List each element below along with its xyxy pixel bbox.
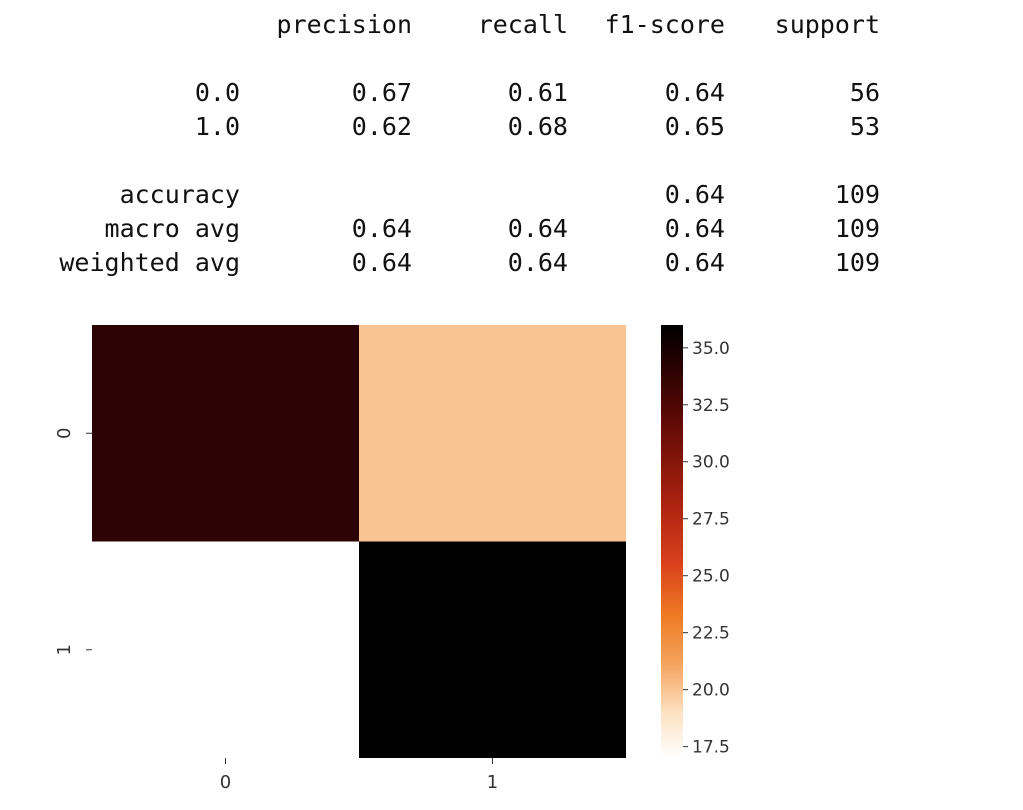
colorbar-tick-label: 22.5 — [692, 624, 730, 644]
row-cell: 0.61 — [507, 78, 568, 107]
row-label: accuracy — [119, 180, 240, 209]
header-precision: precision — [276, 10, 412, 39]
row-cell: 0.64 — [664, 214, 725, 243]
colorbar — [661, 325, 683, 758]
header-recall: recall — [477, 10, 568, 39]
row-cell: 0.62 — [351, 112, 412, 141]
row-cell: 0.68 — [507, 112, 568, 141]
colorbar-gradient — [661, 325, 683, 758]
colorbar-tick-label: 32.5 — [692, 396, 730, 416]
row-label: macro avg — [104, 214, 240, 243]
row-cell: 0.64 — [507, 248, 568, 277]
row-label: 0.0 — [194, 78, 240, 107]
colorbar-tick-label: 35.0 — [692, 339, 730, 359]
header-support: support — [774, 10, 880, 39]
colorbar-tick-label: 30.0 — [692, 453, 730, 473]
row-cell: 0.64 — [664, 180, 725, 209]
colorbar-tick-label: 25.0 — [692, 567, 730, 587]
row-cell: 0.64 — [664, 248, 725, 277]
row-cell: 56 — [849, 78, 880, 107]
x-tick-label: 0 — [220, 772, 231, 793]
row-cell: 0.64 — [351, 248, 412, 277]
row-cell: 0.64 — [351, 214, 412, 243]
x-tick-label: 1 — [487, 772, 498, 793]
colorbar-tick-label: 17.5 — [692, 738, 730, 758]
heatmap-cell-1-1 — [359, 541, 626, 758]
row-cell: 53 — [849, 112, 880, 141]
heatmap-cell-0-0 — [92, 325, 359, 542]
row-cell: 109 — [834, 248, 880, 277]
row-cell: 0.67 — [351, 78, 412, 107]
colorbar-tick-label: 20.0 — [692, 681, 730, 701]
row-label: 1.0 — [194, 112, 240, 141]
y-tick-label: 1 — [54, 644, 75, 655]
row-cell: 0.64 — [664, 78, 725, 107]
colorbar-tick-label: 27.5 — [692, 510, 730, 530]
row-cell: 109 — [834, 180, 880, 209]
row-cell: 0.65 — [664, 112, 725, 141]
row-label: weighted avg — [59, 248, 240, 277]
row-cell: 109 — [834, 214, 880, 243]
row-cell: 0.64 — [507, 214, 568, 243]
heatmap-cell-0-1 — [359, 325, 626, 542]
y-tick-label: 0 — [54, 428, 75, 439]
header-f1-score: f1-score — [604, 10, 725, 39]
